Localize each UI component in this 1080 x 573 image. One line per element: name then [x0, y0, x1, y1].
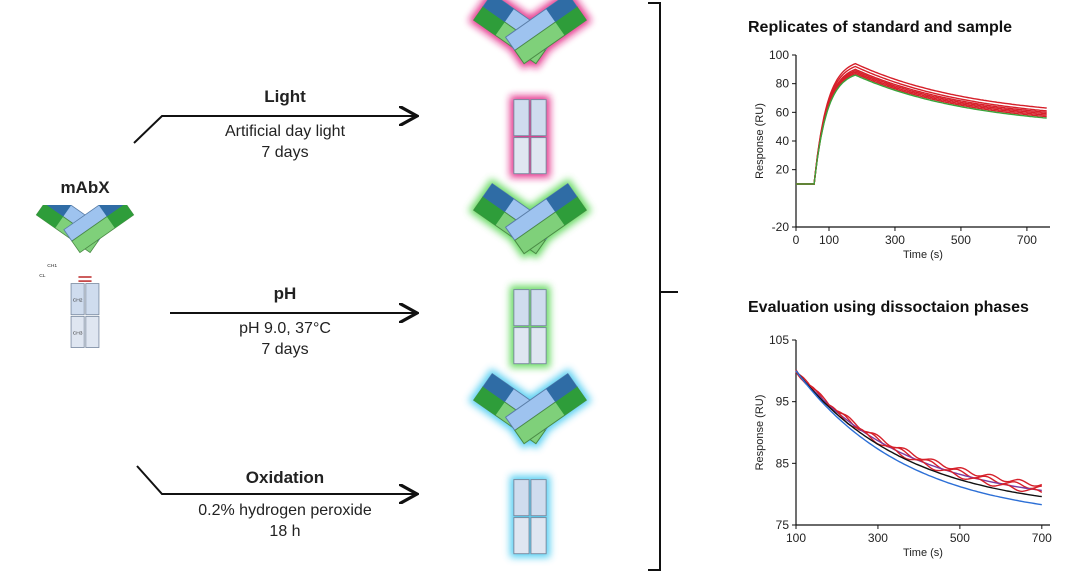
series-line-standard: [796, 74, 1047, 185]
condition-line1: Artificial day light: [224, 123, 346, 140]
group-bracket: [648, 2, 678, 571]
series-line-black: [795, 370, 1042, 498]
series-line-blue: [795, 370, 1042, 506]
x-tick-label: 500: [950, 531, 970, 545]
y-tick-label: 95: [776, 395, 790, 409]
antibody-oxidation: [468, 368, 592, 558]
chart1-title: Replicates of standard and sample: [748, 19, 1013, 36]
y-tick-label: 40: [776, 134, 790, 148]
y-tick-label: 80: [776, 77, 790, 91]
condition-line2: 18 h: [269, 523, 301, 540]
series-line-red-3: [795, 371, 1043, 494]
chart-replicates: -20 20 40 60 80 100 0 100 300 500 700 Time (s) Respo…: [754, 48, 1050, 261]
condition-light: Light Artificial day light 7 days: [190, 87, 380, 163]
series-line-replicate-1: [796, 62, 1047, 185]
y-tick-label: 105: [769, 333, 789, 347]
y-tick-label: 75: [776, 518, 790, 532]
y-axis-label: Response (RU): [754, 103, 766, 179]
ch1-label: CH1: [47, 263, 57, 269]
cl-label: CL: [39, 273, 46, 279]
ch3-label: CH3: [73, 330, 83, 336]
antibody-ph: [468, 178, 592, 368]
condition-title: Oxidation: [245, 468, 325, 487]
condition-line1: pH 9.0, 37°C: [239, 320, 331, 337]
series-line-replicate-2: [796, 65, 1047, 185]
x-tick-label: 500: [951, 233, 971, 247]
x-tick-label: 300: [885, 233, 905, 247]
x-tick-label: 0: [793, 233, 800, 247]
series-line-red-1: [795, 369, 1043, 487]
x-tick-label: 300: [868, 531, 888, 545]
condition-oxidation: Oxidation 0.2% hydrogen peroxide 18 h: [170, 468, 400, 542]
y-tick-label: 20: [776, 163, 790, 177]
condition-arrows: [133, 0, 440, 573]
series-line-purple: [795, 370, 1042, 492]
condition-line2: 7 days: [261, 144, 309, 161]
antibody-glyph: CH2 CH3 CH1 CL: [35, 205, 135, 348]
arrow-oxidation: [136, 465, 415, 494]
x-tick-label: 700: [1017, 233, 1037, 247]
series-line-replicate-3: [796, 68, 1047, 185]
arrow-light: [133, 116, 415, 144]
condition-line2: 7 days: [261, 341, 309, 358]
y-tick-label: 100: [769, 48, 789, 62]
antibody-light: [468, 0, 592, 178]
y-tick-label: -20: [772, 220, 790, 234]
condition-line1: 0.2% hydrogen peroxide: [198, 502, 372, 519]
condition-title: pH: [273, 284, 297, 303]
x-axis-label: Time (s): [903, 547, 943, 559]
stressed-antibodies: [468, 0, 592, 558]
y-tick-label: 85: [776, 456, 790, 470]
y-tick-label: 60: [776, 105, 790, 119]
y-axis-label: Response (RU): [754, 395, 766, 471]
x-tick-label: 100: [819, 233, 839, 247]
molecule-name: mAbX: [60, 178, 110, 197]
x-tick-label: 100: [786, 531, 806, 545]
antibody-original: CH2 CH3 CH1 CL: [35, 205, 135, 348]
chart2-title: Evaluation using dissoctaion phases: [748, 299, 1029, 316]
ch2-label: CH2: [73, 298, 83, 304]
series-line-replicate-6: [796, 72, 1047, 185]
condition-title: Light: [264, 87, 306, 106]
x-tick-label: 700: [1032, 531, 1052, 545]
x-axis-label: Time (s): [903, 249, 943, 261]
condition-ph: pH pH 9.0, 37°C 7 days: [190, 284, 380, 360]
series-line-replicate-4: [796, 70, 1047, 185]
chart-dissociation: 75 85 95 105 100 300 500 700 Time (s) Response (R…: [754, 333, 1052, 559]
series-line-replicate-5: [796, 71, 1047, 185]
